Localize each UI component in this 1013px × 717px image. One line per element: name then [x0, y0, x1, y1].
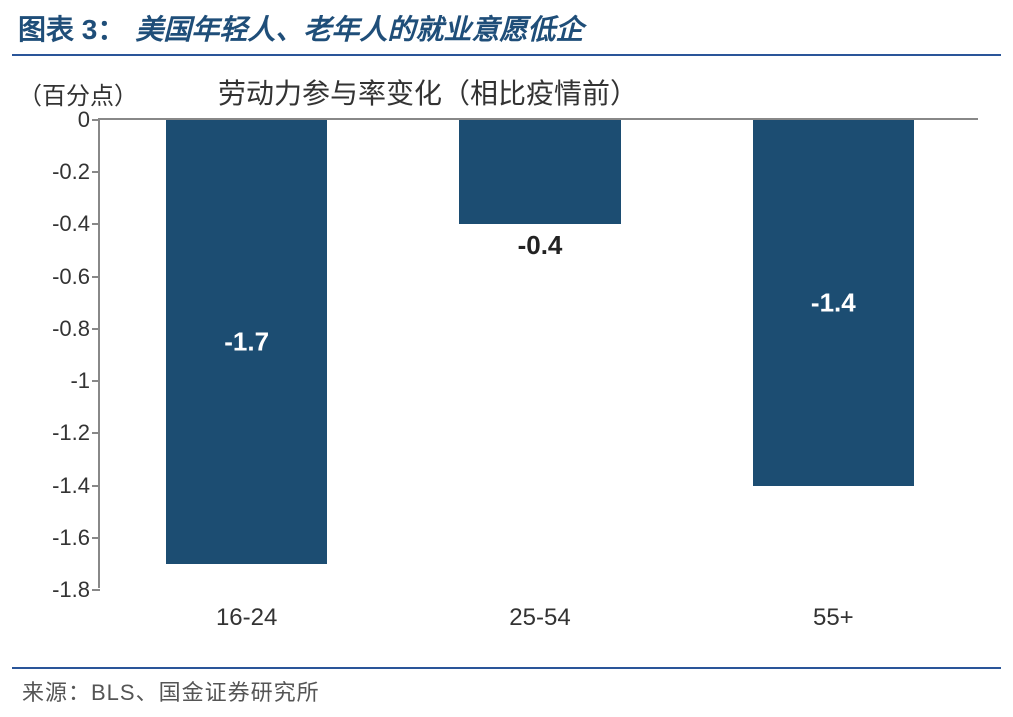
y-tick-mark: [92, 537, 100, 539]
figure-number: 图表 3：: [18, 8, 125, 48]
y-tick-mark: [92, 223, 100, 225]
x-tick-label: 25-54: [509, 588, 570, 632]
y-tick-mark: [92, 485, 100, 487]
bar-value-label: -0.4: [459, 230, 620, 261]
bar-value-label: -1.7: [166, 326, 327, 357]
y-tick-mark: [92, 380, 100, 382]
y-tick-mark: [92, 119, 100, 121]
chart-title: 劳动力参与率变化（相比疫情前）: [218, 72, 638, 112]
plot-region: 0-0.2-0.4-0.6-0.8-1-1.2-1.4-1.6-1.816-24…: [98, 118, 978, 588]
figure-header: 图表 3： 美国年轻人、老年人的就业意愿低企: [0, 0, 1013, 54]
y-tick-mark: [92, 171, 100, 173]
figure-title: 美国年轻人、老年人的就业意愿低企: [135, 8, 583, 48]
x-tick-label: 16-24: [216, 588, 277, 632]
bar: -1.7: [166, 120, 327, 564]
y-tick-mark: [92, 276, 100, 278]
header-rule: [12, 54, 1001, 56]
x-tick-label: 55+: [813, 588, 854, 632]
y-axis-unit-label: （百分点）: [18, 76, 138, 111]
y-tick-mark: [92, 328, 100, 330]
bar: -0.4: [459, 120, 620, 224]
footer-rule: [12, 667, 1001, 669]
chart-area: （百分点） 劳动力参与率变化（相比疫情前） 0-0.2-0.4-0.6-0.8-…: [18, 70, 995, 630]
source-citation: 来源：BLS、国金证券研究所: [22, 675, 320, 707]
bar: -1.4: [753, 120, 914, 486]
y-tick-mark: [92, 432, 100, 434]
y-tick-mark: [92, 589, 100, 591]
bar-value-label: -1.4: [753, 287, 914, 318]
